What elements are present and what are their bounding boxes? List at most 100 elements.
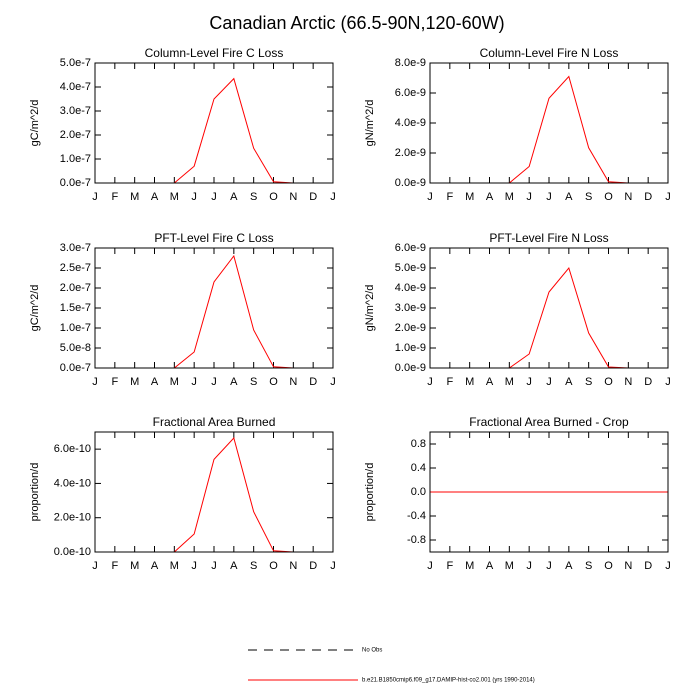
x-tick-label: A	[486, 560, 494, 572]
x-tick-label: D	[309, 191, 317, 203]
y-tick-label: 8.0e-9	[395, 57, 426, 69]
y-tick-label: 4.0e-10	[54, 477, 91, 489]
x-tick-label: S	[585, 191, 592, 203]
x-tick-label: A	[230, 191, 238, 203]
x-tick-label: F	[446, 191, 453, 203]
x-tick-label: J	[665, 376, 671, 388]
x-tick-label: A	[151, 560, 159, 572]
x-tick-label: J	[330, 191, 336, 203]
x-tick-label: J	[211, 191, 217, 203]
y-axis-label: gN/m^2/d	[364, 285, 376, 332]
x-tick-label: J	[427, 191, 433, 203]
legend-label: No Obs	[362, 648, 382, 654]
x-tick-label: S	[250, 191, 257, 203]
x-tick-label: A	[230, 376, 238, 388]
x-tick-label: J	[526, 191, 532, 203]
panel-title: Column-Level Fire N Loss	[480, 46, 619, 60]
panel-title: Column-Level Fire C Loss	[145, 46, 284, 60]
y-tick-label: 1.0e-7	[60, 322, 91, 334]
series-line	[430, 266, 668, 369]
panel-title: Fractional Area Burned	[153, 415, 276, 429]
series-line	[95, 436, 333, 553]
x-tick-label: F	[111, 560, 118, 572]
x-tick-label: J	[211, 560, 217, 572]
y-tick-label: -0.8	[407, 534, 426, 546]
series-line	[430, 75, 668, 184]
x-tick-label: M	[130, 560, 139, 572]
y-tick-label: 2.0e-9	[395, 322, 426, 334]
x-tick-label: J	[546, 191, 552, 203]
y-tick-label: 2.0e-10	[54, 512, 91, 524]
x-tick-label: O	[269, 376, 278, 388]
x-tick-label: M	[130, 191, 139, 203]
x-tick-label: S	[250, 376, 257, 388]
plot-frame	[94, 431, 334, 553]
y-tick-label: 1.0e-9	[395, 342, 426, 354]
y-tick-label: 2.5e-7	[60, 262, 91, 274]
x-tick-label: F	[111, 191, 118, 203]
x-tick-label: J	[546, 560, 552, 572]
x-tick-label: N	[624, 376, 632, 388]
x-tick-label: A	[565, 560, 573, 572]
y-tick-label: 5.0e-9	[395, 262, 426, 274]
y-tick-label: 4.0e-7	[60, 81, 91, 93]
x-tick-label: A	[486, 191, 494, 203]
y-tick-label: 3.0e-7	[60, 105, 91, 117]
plot-frame	[94, 247, 334, 369]
y-axis-label: proportion/d	[29, 463, 41, 522]
y-tick-label: 6.0e-9	[395, 242, 426, 254]
x-tick-label: J	[665, 560, 671, 572]
y-tick-label: 2.0e-7	[60, 129, 91, 141]
panel-title: PFT-Level Fire C Loss	[154, 231, 273, 245]
y-tick-label: 0.0e-9	[395, 362, 426, 374]
x-tick-label: N	[289, 191, 297, 203]
x-tick-label: J	[330, 376, 336, 388]
x-tick-label: J	[427, 560, 433, 572]
x-tick-label: N	[624, 191, 632, 203]
y-tick-label: -0.4	[407, 510, 426, 522]
y-tick-label: 1.0e-7	[60, 153, 91, 165]
x-tick-label: J	[92, 191, 98, 203]
y-tick-label: 0.0	[411, 486, 426, 498]
x-tick-label: S	[250, 560, 257, 572]
plot-frame	[94, 62, 334, 184]
x-tick-label: S	[585, 376, 592, 388]
x-tick-label: J	[211, 376, 217, 388]
x-tick-label: A	[151, 191, 159, 203]
panel-title: Fractional Area Burned - Crop	[469, 415, 629, 429]
x-tick-label: A	[230, 560, 238, 572]
x-tick-label: F	[446, 376, 453, 388]
series-line	[95, 77, 333, 184]
y-tick-label: 2.0e-7	[60, 282, 91, 294]
x-tick-label: J	[92, 376, 98, 388]
x-tick-label: M	[170, 376, 179, 388]
x-tick-label: N	[624, 560, 632, 572]
x-tick-label: J	[191, 191, 197, 203]
x-tick-label: M	[505, 191, 514, 203]
x-tick-label: M	[465, 560, 474, 572]
y-tick-label: 4.0e-9	[395, 117, 426, 129]
x-tick-label: D	[309, 376, 317, 388]
y-tick-label: 0.0e-10	[54, 546, 91, 558]
x-tick-label: O	[604, 191, 613, 203]
y-tick-label: 0.0e-7	[60, 177, 91, 189]
x-tick-label: M	[130, 376, 139, 388]
x-tick-label: O	[269, 191, 278, 203]
y-tick-label: 0.0e-7	[60, 362, 91, 374]
y-axis-label: gN/m^2/d	[364, 100, 376, 147]
y-axis-label: gC/m^2/d	[29, 100, 41, 147]
x-tick-label: J	[427, 376, 433, 388]
y-tick-label: 0.0e-9	[395, 177, 426, 189]
x-tick-label: A	[486, 376, 494, 388]
x-tick-label: J	[191, 560, 197, 572]
x-tick-label: F	[446, 560, 453, 572]
x-tick-label: M	[170, 560, 179, 572]
legend-label: b.e21.B1850cmip6.f09_g17.DAMIP-hist-co2.…	[362, 678, 535, 684]
x-tick-label: J	[665, 191, 671, 203]
x-tick-label: N	[289, 376, 297, 388]
x-tick-label: J	[92, 560, 98, 572]
x-tick-label: A	[565, 191, 573, 203]
x-tick-label: F	[111, 376, 118, 388]
x-tick-label: O	[269, 560, 278, 572]
